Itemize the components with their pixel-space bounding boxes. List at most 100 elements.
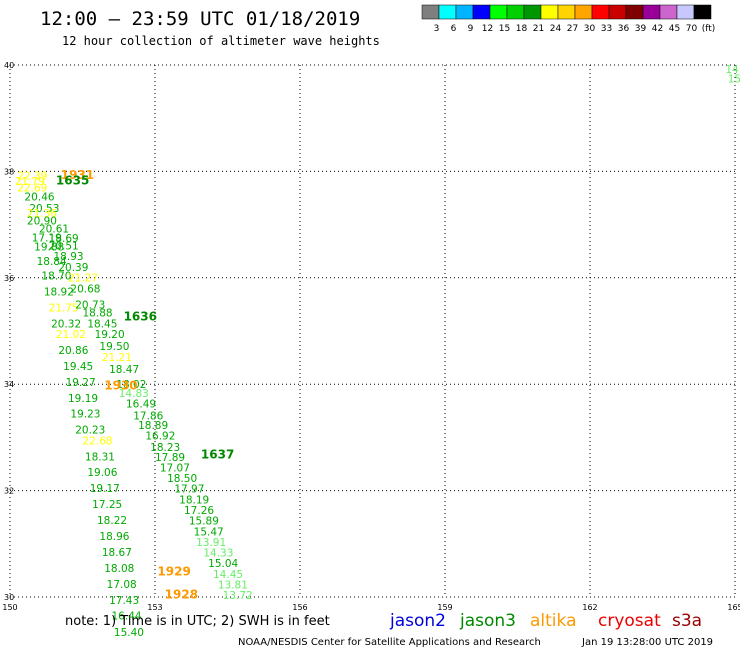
wave-height-value: 15.47: [194, 526, 224, 538]
wave-height-value: 18.22: [97, 515, 127, 527]
color-scale-label: 33: [601, 24, 612, 34]
wave-height-value: 20.68: [70, 284, 100, 296]
pass-time-label: 1931: [61, 168, 94, 182]
wave-height-value: 18.50: [167, 473, 197, 485]
wave-height-value: 21.36: [27, 208, 57, 220]
wave-height-value: 19.27: [66, 377, 96, 389]
pass-time-label: 1928: [165, 588, 198, 602]
wave-height-value: 18.84: [37, 256, 67, 268]
longitude-tick: 165: [727, 603, 740, 612]
wave-height-value: 18.31: [85, 451, 115, 463]
wave-height-value: 18.47: [109, 364, 139, 376]
color-scale-label: 12: [482, 24, 493, 34]
wave-height-value: 22.68: [83, 435, 113, 447]
wave-height-value: 21.02: [56, 329, 86, 341]
wave-height-value: 18.67: [102, 547, 132, 559]
wave-height-value: 17.89: [155, 452, 185, 464]
wave-height-value: 17.07: [160, 462, 190, 474]
wave-height-value: 18.96: [99, 531, 129, 543]
map-grid: [9, 64, 736, 598]
color-swatch: [693, 4, 712, 20]
color-swatch: [659, 4, 678, 20]
satellite-legend-item: altika: [530, 611, 577, 631]
satellite-legend-item: jason3: [459, 611, 516, 631]
wave-height-value: 22.69: [17, 183, 47, 195]
color-scale-label: 18: [516, 24, 528, 34]
wave-height-value: 18.93: [54, 251, 84, 263]
wave-height-value: 17.08: [107, 579, 137, 591]
wave-height-value: 17.25: [92, 499, 122, 511]
color-swatch: [591, 4, 610, 20]
wave-height-value: 19.88: [34, 242, 64, 254]
color-swatch: [489, 4, 508, 20]
wave-height-value: 20.32: [51, 318, 81, 330]
wave-height-value: 18.02: [116, 379, 146, 391]
color-scale-label: 27: [567, 24, 578, 34]
wave-height-value: 20.46: [25, 192, 55, 204]
wave-height-values: 14.415 22.3921.7922.6920.4620.5321.3620.9…: [15, 64, 740, 639]
satellite-legend-item: jason2: [389, 611, 446, 631]
latitude-tick: 34: [4, 380, 14, 389]
wave-height-value: 15: [728, 74, 740, 86]
wave-height-value: 15.04: [208, 558, 238, 570]
wave-height-value: 19.20: [95, 329, 125, 341]
pass-time-label: 1929: [157, 565, 190, 579]
pass-time-label: 1930: [104, 379, 137, 393]
wave-height-value: 20.86: [58, 345, 88, 357]
wave-height-value: 19.19: [68, 393, 98, 405]
wave-height-value: 15.89: [189, 516, 219, 528]
latitude-tick: 32: [4, 487, 14, 496]
wave-height-value: 18.08: [104, 563, 134, 575]
color-scale-bar: 3 6 9 12 15 18 21 24 27 30 33 36 39 42 45 70 (ft): [421, 4, 715, 34]
wave-height-value: 18.19: [179, 494, 209, 506]
wave-height-value: 13.81: [218, 579, 248, 591]
wave-height-value: 21.75: [49, 302, 79, 314]
wave-height-value: 19.06: [87, 467, 117, 479]
wave-height-value: 20.61: [39, 224, 69, 236]
wave-height-value: 21.27: [68, 273, 98, 285]
wave-height-value: 20.73: [75, 300, 105, 312]
wave-height-value: 18.89: [138, 420, 168, 432]
footer-credit: NOAA/NESDIS Center for Satellite Applica…: [238, 637, 541, 648]
wave-height-value: 18.88: [83, 308, 113, 320]
longitude-tick: 150: [2, 603, 17, 612]
color-scale-label: 21: [533, 24, 544, 34]
color-swatch: [438, 4, 457, 20]
longitude-tick: 162: [582, 603, 597, 612]
color-scale-label: 9: [468, 24, 474, 34]
wave-height-value: 17.97: [174, 484, 204, 496]
color-scale-label: 3: [434, 24, 440, 34]
color-scale-label: 45: [669, 24, 680, 34]
color-swatch: [455, 4, 474, 20]
wave-height-value: 18.92: [44, 286, 74, 298]
wave-height-value: 18.69: [49, 233, 79, 245]
wave-height-value: 20.51: [49, 241, 79, 253]
color-swatch: [557, 4, 576, 20]
color-scale-label: 6: [451, 24, 457, 34]
wave-height-value: 14.83: [119, 388, 149, 400]
wave-height-value: 17.26: [184, 505, 214, 517]
wave-height-value: 16.49: [126, 399, 156, 411]
color-swatch: [574, 4, 593, 20]
wave-height-value: 17.19: [32, 233, 62, 245]
latitude-tick-labels: 30 32 34 36 38 40: [4, 61, 14, 602]
color-swatch: [625, 4, 644, 20]
color-scale-label: 15: [499, 24, 510, 34]
color-scale-label: 36: [618, 24, 630, 34]
wave-height-value: 17.86: [133, 410, 163, 422]
color-swatch: [523, 4, 542, 20]
footer-timestamp: Jan 19 13:28:00 UTC 2019: [581, 637, 713, 648]
plot-area: [9, 64, 736, 598]
color-scale-label: 42: [652, 24, 663, 34]
latitude-tick: 30: [4, 593, 14, 602]
color-scale-label: 24: [550, 24, 562, 34]
wave-height-value: 21.79: [15, 176, 45, 188]
longitude-tick: 156: [292, 603, 307, 612]
wave-height-value: 14.4: [725, 64, 740, 76]
color-swatch: [608, 4, 627, 20]
color-scale-label: 39: [635, 24, 647, 34]
wave-height-value: 19.50: [99, 341, 129, 353]
latitude-tick: 38: [4, 167, 14, 176]
wave-height-value: 22.39: [17, 170, 47, 182]
